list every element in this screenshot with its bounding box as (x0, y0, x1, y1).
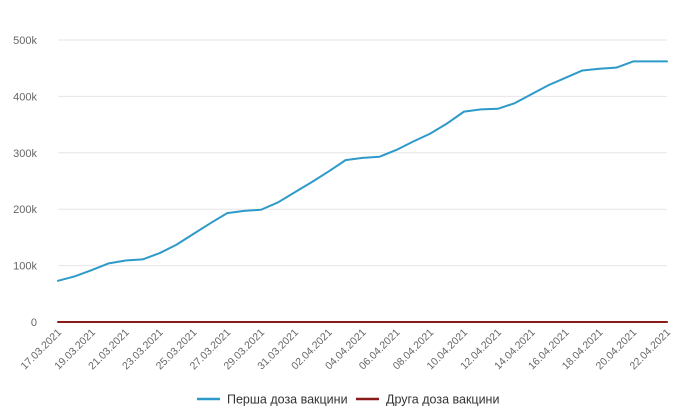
y-tick-label: 500k (13, 35, 37, 47)
series-line-first-dose (57, 60, 668, 282)
legend-label-second-dose: Друга доза вакцини (386, 393, 499, 407)
x-axis-tick-labels: 17.03.202119.03.202121.03.202123.03.2021… (18, 327, 673, 373)
y-tick-label: 0 (31, 317, 37, 329)
legend: Перша доза вакцини Друга доза вакцини (197, 393, 499, 407)
y-tick-label: 200k (13, 204, 37, 216)
y-axis-tick-labels: 0 100k 200k 300k 400k 500k (13, 35, 37, 329)
grid-lines (58, 39, 667, 323)
legend-label-first-dose: Перша доза вакцини (227, 393, 348, 407)
y-tick-label: 400k (13, 91, 37, 103)
y-tick-label: 300k (13, 148, 37, 160)
y-tick-label: 100k (13, 261, 37, 273)
series-lines (57, 60, 668, 323)
